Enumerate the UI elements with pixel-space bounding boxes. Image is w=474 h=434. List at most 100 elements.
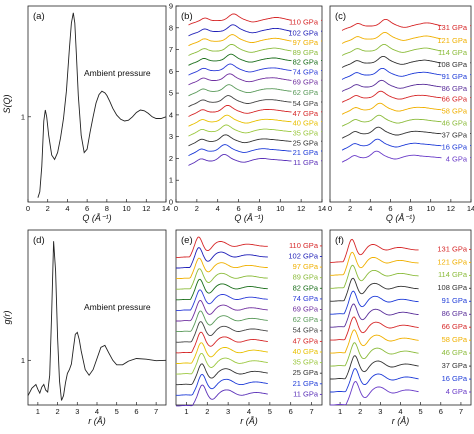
series-line — [176, 268, 268, 290]
panel-label: (a) — [33, 11, 45, 22]
series-label: 62 GPa — [293, 315, 319, 324]
x-tick-label: 6 — [236, 204, 240, 213]
series-label: 74 GPa — [293, 294, 319, 303]
series-label: 4 GPa — [446, 387, 468, 396]
panel-label: (e) — [181, 235, 193, 246]
series-label: 54 GPa — [293, 99, 319, 108]
series-line — [27, 241, 167, 401]
plot-frame — [329, 5, 472, 203]
series-line — [341, 138, 442, 151]
series-label: 21 GPa — [293, 148, 319, 157]
series-label: 37 GPa — [442, 131, 468, 140]
series-line — [341, 102, 442, 115]
series-line — [341, 67, 442, 80]
series-label: 69 GPa — [293, 77, 319, 86]
plot-frame — [175, 5, 323, 203]
x-tick-label: 4 — [398, 407, 402, 416]
x-tick-label: 4 — [65, 204, 69, 213]
series-line — [175, 363, 268, 386]
series-label: 47 GPa — [293, 336, 319, 345]
series-line — [330, 316, 419, 341]
y-tick-label: 5 — [169, 89, 173, 98]
series-label: 25 GPa — [293, 138, 319, 147]
series-label: 4 GPa — [446, 155, 468, 164]
x-axis-label: r (Å) — [392, 416, 410, 426]
panel-f: 1 2 3 4 5 6 7 r (Å) (f) 131 GPa 121 GPa 114 GPa 108 … — [329, 229, 472, 426]
y-tick-label: 1 — [169, 176, 173, 185]
x-axis-label: r (Å) — [240, 416, 258, 426]
annotation-text: Ambient pressure — [84, 302, 151, 312]
x-tick-label: 10 — [122, 204, 130, 213]
series-line — [37, 12, 167, 198]
series-label: 102 GPa — [288, 251, 318, 260]
series-line — [188, 134, 292, 147]
x-tick-label: 5 — [419, 407, 423, 416]
x-tick-label: 5 — [268, 407, 272, 416]
series-line — [188, 104, 292, 117]
x-tick-label: 14 — [467, 204, 474, 213]
x-tick-label: 3 — [226, 407, 230, 416]
series-label: 97 GPa — [293, 38, 319, 47]
series-line — [341, 150, 442, 163]
series-label: 46 GPa — [442, 119, 468, 128]
x-tick-label: 14 — [162, 204, 170, 213]
x-tick-label: 2 — [205, 407, 209, 416]
x-tick-label: 7 — [459, 407, 463, 416]
series-line — [188, 114, 292, 127]
series-line — [329, 329, 419, 354]
series-label: 35 GPa — [293, 358, 319, 367]
x-tick-label: 1 — [338, 407, 342, 416]
series-line — [188, 144, 292, 157]
x-tick-label: 7 — [309, 407, 313, 416]
series-line — [330, 277, 419, 302]
series-line — [341, 114, 442, 127]
x-tick-label: 4 — [247, 407, 251, 416]
panel-d: 1 2 3 4 5 6 7 1 r (Å) g(r) (d) Ambient pressure — [2, 229, 167, 426]
panel-label: (b) — [181, 11, 193, 22]
x-tick-label: 8 — [105, 204, 109, 213]
series-label: 21 GPa — [293, 379, 319, 388]
series-line — [330, 290, 419, 315]
series-line — [341, 18, 442, 31]
series-label: 82 GPa — [293, 283, 319, 292]
x-tick-label: 2 — [46, 204, 50, 213]
series-label: 82 GPa — [293, 58, 319, 67]
series-label: 86 GPa — [442, 84, 468, 93]
series-label: 35 GPa — [293, 128, 319, 137]
series-label: 66 GPa — [442, 95, 468, 104]
series-label: 47 GPa — [293, 109, 319, 118]
x-tick-label: 0 — [174, 204, 178, 213]
series-line — [329, 264, 419, 289]
series-line — [175, 373, 268, 396]
series-label: 110 GPa — [289, 241, 319, 250]
series-line — [188, 13, 292, 26]
series-line — [175, 342, 268, 364]
series-label: 58 GPa — [442, 107, 468, 116]
plot-frame — [27, 5, 167, 203]
series-label: 114 GPa — [438, 270, 468, 279]
y-tick-label: 9 — [169, 2, 173, 11]
series-line — [330, 355, 419, 380]
y-tick-label: 1 — [21, 112, 25, 121]
series-line — [188, 95, 292, 108]
x-tick-label: 1 — [184, 407, 188, 416]
x-tick-label: 0 — [328, 204, 332, 213]
series-label: 121 GPa — [437, 257, 467, 266]
series-label: 114 GPa — [438, 48, 468, 57]
series-line — [329, 367, 419, 393]
series-label: 131 GPa — [437, 23, 467, 32]
panel-label: (d) — [33, 235, 45, 246]
series-line — [341, 31, 442, 44]
series-line — [330, 251, 419, 276]
x-tick-label: 2 — [195, 204, 199, 213]
y-tick-label: 3 — [169, 132, 173, 141]
y-tick-label: 2 — [169, 154, 173, 163]
x-tick-label: 1 — [36, 407, 40, 416]
x-tick-label: 4 — [216, 204, 220, 213]
x-tick-label: 2 — [55, 407, 59, 416]
series-label: 62 GPa — [293, 88, 319, 97]
series-line — [329, 238, 419, 263]
